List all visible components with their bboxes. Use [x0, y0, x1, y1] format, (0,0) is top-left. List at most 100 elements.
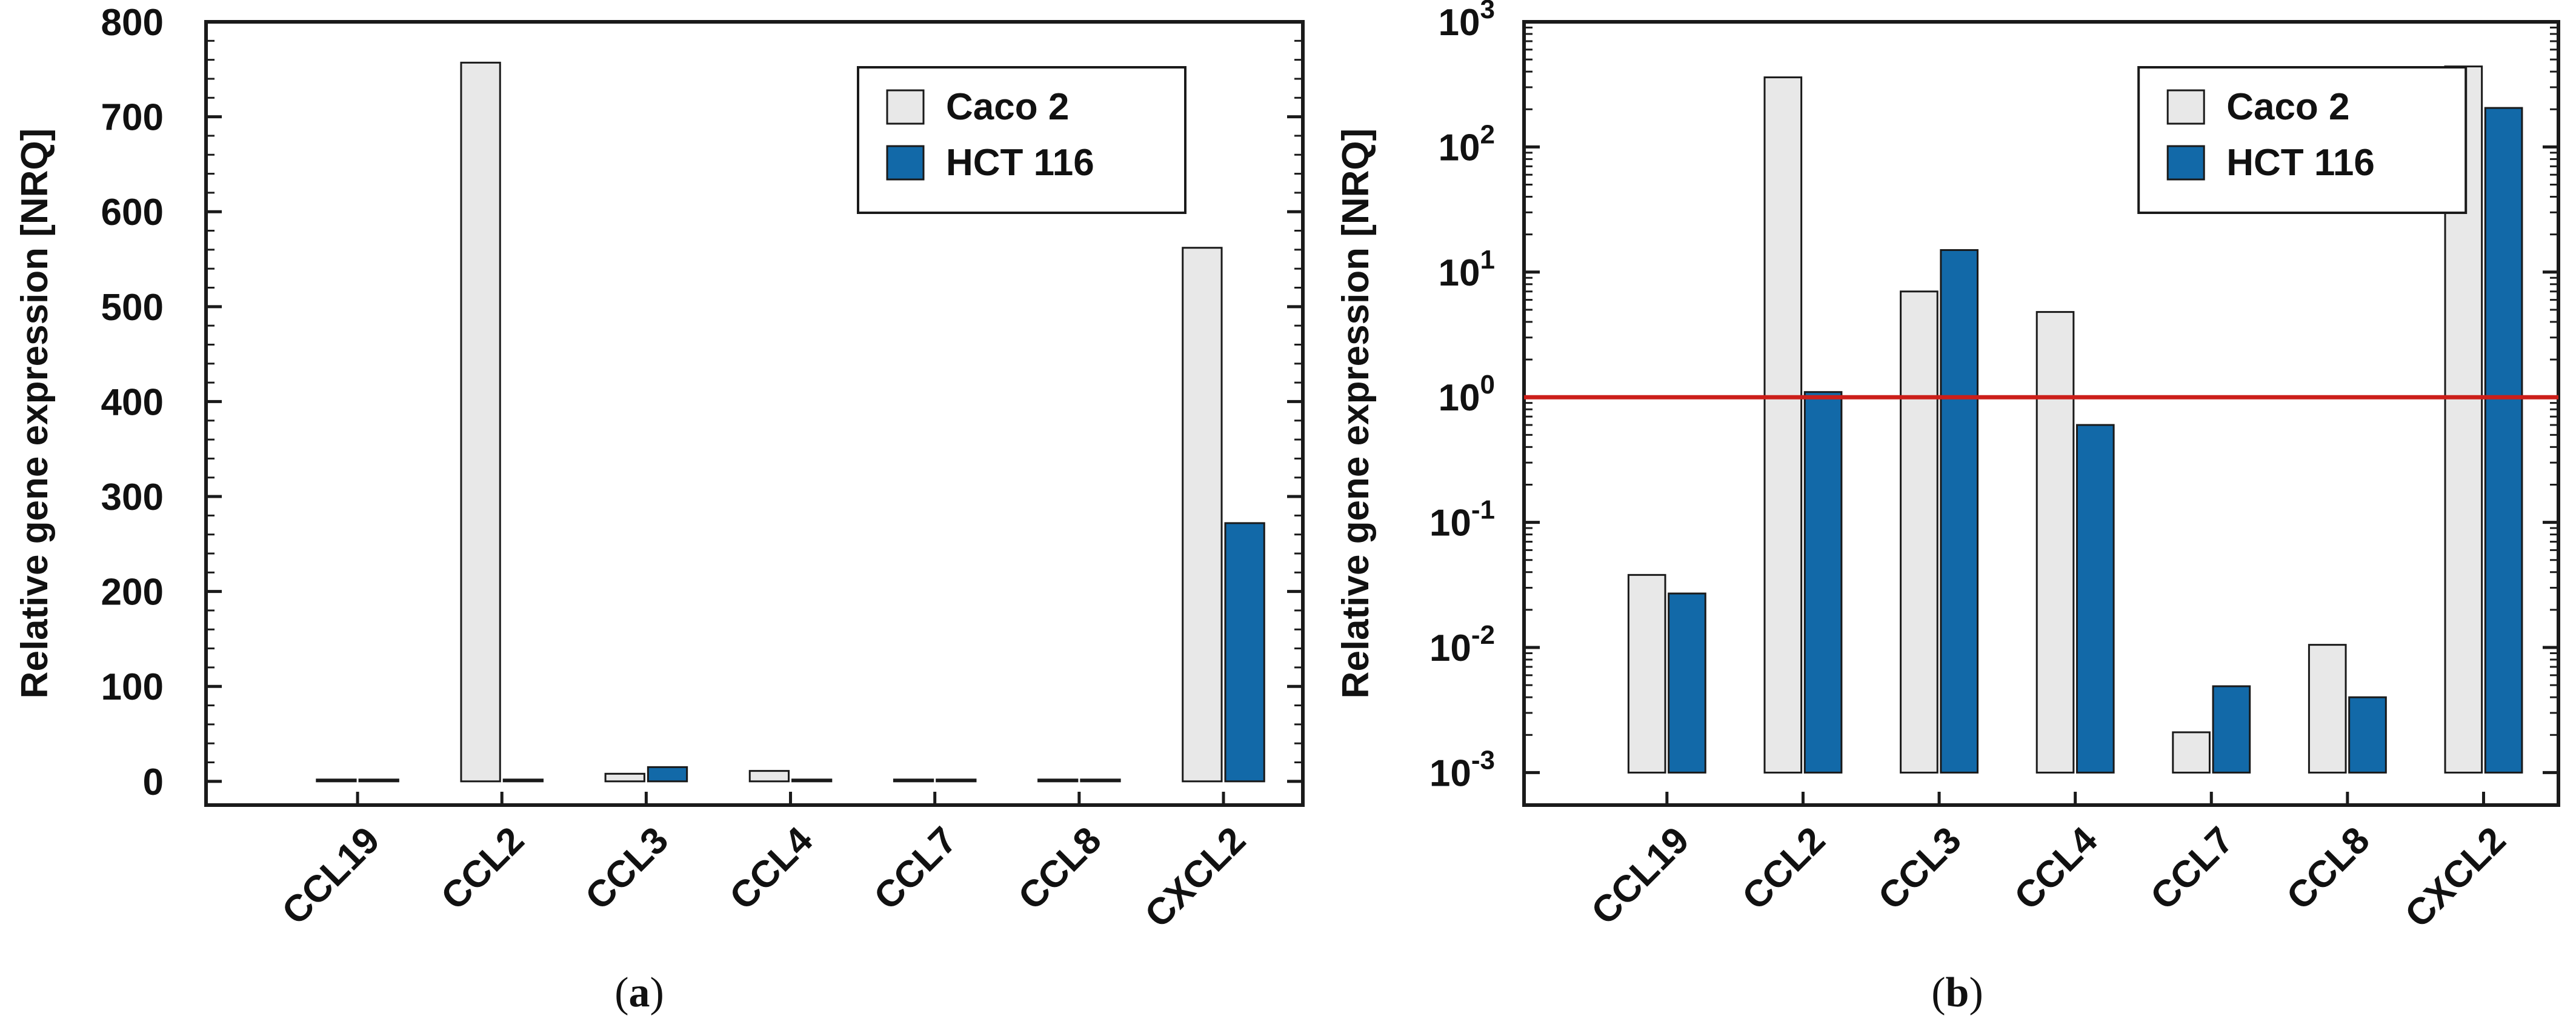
bar-hct116-ccl8: [2348, 696, 2387, 774]
bar-hct116-ccl4: [2075, 424, 2115, 774]
bar-hct116-ccl2: [1803, 391, 1843, 774]
bars: [1627, 65, 2523, 774]
bar-caco2-ccl4: [748, 770, 790, 783]
bar-hct116-ccl3: [1940, 249, 1979, 774]
category-label-ccl2: CCL2: [1734, 819, 1833, 918]
category-label-ccl7: CCL7: [866, 819, 965, 918]
category-label-ccl3: CCL3: [1871, 819, 1969, 918]
category-label-ccl3: CCL3: [577, 819, 676, 918]
bar-caco2-ccl3: [604, 772, 645, 783]
y-tick-label: 10-3: [1429, 745, 1495, 794]
caption-open-paren: (: [614, 969, 628, 1016]
bar-caco2-cxcl2: [1182, 247, 1223, 783]
category-label-ccl7: CCL7: [2143, 819, 2242, 918]
bar-caco2-ccl4: [2035, 311, 2075, 774]
y-tick-exponent: -3: [1471, 745, 1495, 775]
bar-caco2-ccl3: [1900, 290, 1939, 774]
y-tick-label: 600: [101, 192, 164, 233]
caption-close-paren: ): [650, 969, 664, 1016]
bar-caco2-ccl2: [460, 61, 501, 783]
y-tick-label: 102: [1439, 119, 1495, 169]
bar-hct116-ccl7: [936, 778, 977, 783]
bar-hct116-ccl7: [2212, 685, 2251, 774]
y-tick-label: 800: [101, 2, 164, 44]
y-tick-label: 100: [101, 666, 164, 708]
y-tick-base: 10: [1429, 627, 1471, 669]
y-tick-exponent: 1: [1480, 245, 1495, 275]
chart-panel-a: 0 100 200 300 400 500 600 700 800 Relative gene e…: [14, 2, 1305, 1016]
bar-hct116-cxcl2: [1224, 522, 1265, 783]
legend-swatch-caco2: [2166, 89, 2205, 125]
y-tick-label: 101: [1439, 245, 1495, 294]
category-label-ccl4: CCL4: [722, 819, 821, 918]
category-label-ccl8: CCL8: [2278, 819, 2377, 918]
caption-close-paren: ): [1969, 969, 1983, 1016]
y-tick-label: 0: [143, 761, 164, 803]
y-tick-exponent: 3: [1480, 0, 1495, 24]
y-tick-label: 10-1: [1429, 495, 1495, 544]
y-tick-label: 10-2: [1429, 620, 1495, 669]
panel-caption: (a): [614, 969, 664, 1016]
y-tick-base: 10: [1439, 377, 1480, 419]
category-label-ccl8: CCL8: [1010, 819, 1109, 918]
y-tick-base: 10: [1439, 2, 1480, 44]
y-tick-exponent: 0: [1480, 370, 1495, 400]
bar-caco2-ccl7: [893, 778, 934, 783]
caption-letter: b: [1946, 969, 1969, 1016]
y-tick-base: 10: [1429, 503, 1471, 544]
bar-caco2-ccl19: [1627, 574, 1666, 774]
y-tick-label: 700: [101, 97, 164, 139]
legend-swatch-hct116: [2166, 145, 2205, 181]
legend-swatch-caco2: [886, 89, 925, 125]
y-tick-label: 300: [101, 477, 164, 518]
legend-label-hct116: HCT 116: [2226, 142, 2375, 184]
bar-caco2-ccl8: [2308, 644, 2347, 774]
y-axis-ticks: 0 100 200 300 400 500 600 700 800: [101, 2, 1303, 803]
y-tick-base: 10: [1439, 127, 1480, 169]
y-tick-base: 10: [1429, 752, 1471, 794]
legend-swatch-hct116: [886, 145, 925, 181]
y-axis-title: Relative gene expression [NRQ]: [14, 129, 56, 699]
y-tick-label: 103: [1439, 0, 1495, 44]
category-label-ccl19: CCL19: [1583, 819, 1697, 933]
bar-hct116-ccl2: [502, 778, 544, 783]
y-axis-title: Relative gene expression [NRQ]: [1335, 129, 1377, 699]
bar-hct116-ccl19: [358, 778, 399, 783]
bar-hct116-ccl3: [647, 766, 688, 783]
y-tick-exponent: -2: [1471, 620, 1495, 650]
legend: Caco 2 HCT 116: [857, 66, 1186, 214]
panel-caption: (b): [1931, 969, 1983, 1016]
y-tick-label: 100: [1439, 370, 1495, 419]
bar-hct116-ccl8: [1080, 778, 1121, 783]
category-label-ccl4: CCL4: [2006, 819, 2106, 918]
plot-frame: [204, 20, 1305, 807]
category-label-ccl19: CCL19: [274, 819, 388, 933]
bar-caco2-ccl7: [2172, 731, 2211, 774]
category-label-ccl2: CCL2: [433, 819, 532, 918]
caption-letter: a: [629, 969, 650, 1016]
category-label-cxcl2: CXCL2: [2397, 819, 2514, 936]
legend-label-caco2: Caco 2: [2226, 86, 2349, 128]
bar-caco2-ccl19: [316, 778, 357, 783]
y-tick-label: 200: [101, 572, 164, 614]
plot-frame: [1522, 20, 2560, 807]
legend: Caco 2 HCT 116: [2137, 66, 2468, 214]
y-tick-label: 400: [101, 381, 164, 423]
y-tick-exponent: 2: [1480, 119, 1495, 149]
bar-caco2-ccl2: [1763, 76, 1803, 774]
bar-caco2-ccl8: [1037, 778, 1079, 783]
bars: [316, 61, 1265, 783]
bar-hct116-ccl19: [1668, 592, 1706, 774]
bar-hct116-cxcl2: [2484, 107, 2523, 774]
y-tick-exponent: -1: [1471, 495, 1495, 525]
y-tick-base: 10: [1439, 252, 1480, 294]
legend-label-hct116: HCT 116: [946, 142, 1094, 184]
legend-label-caco2: Caco 2: [946, 86, 1069, 128]
y-tick-label: 500: [101, 287, 164, 329]
bar-hct116-ccl4: [791, 778, 833, 783]
caption-open-paren: (: [1931, 969, 1945, 1016]
category-label-cxcl2: CXCL2: [1137, 819, 1254, 936]
